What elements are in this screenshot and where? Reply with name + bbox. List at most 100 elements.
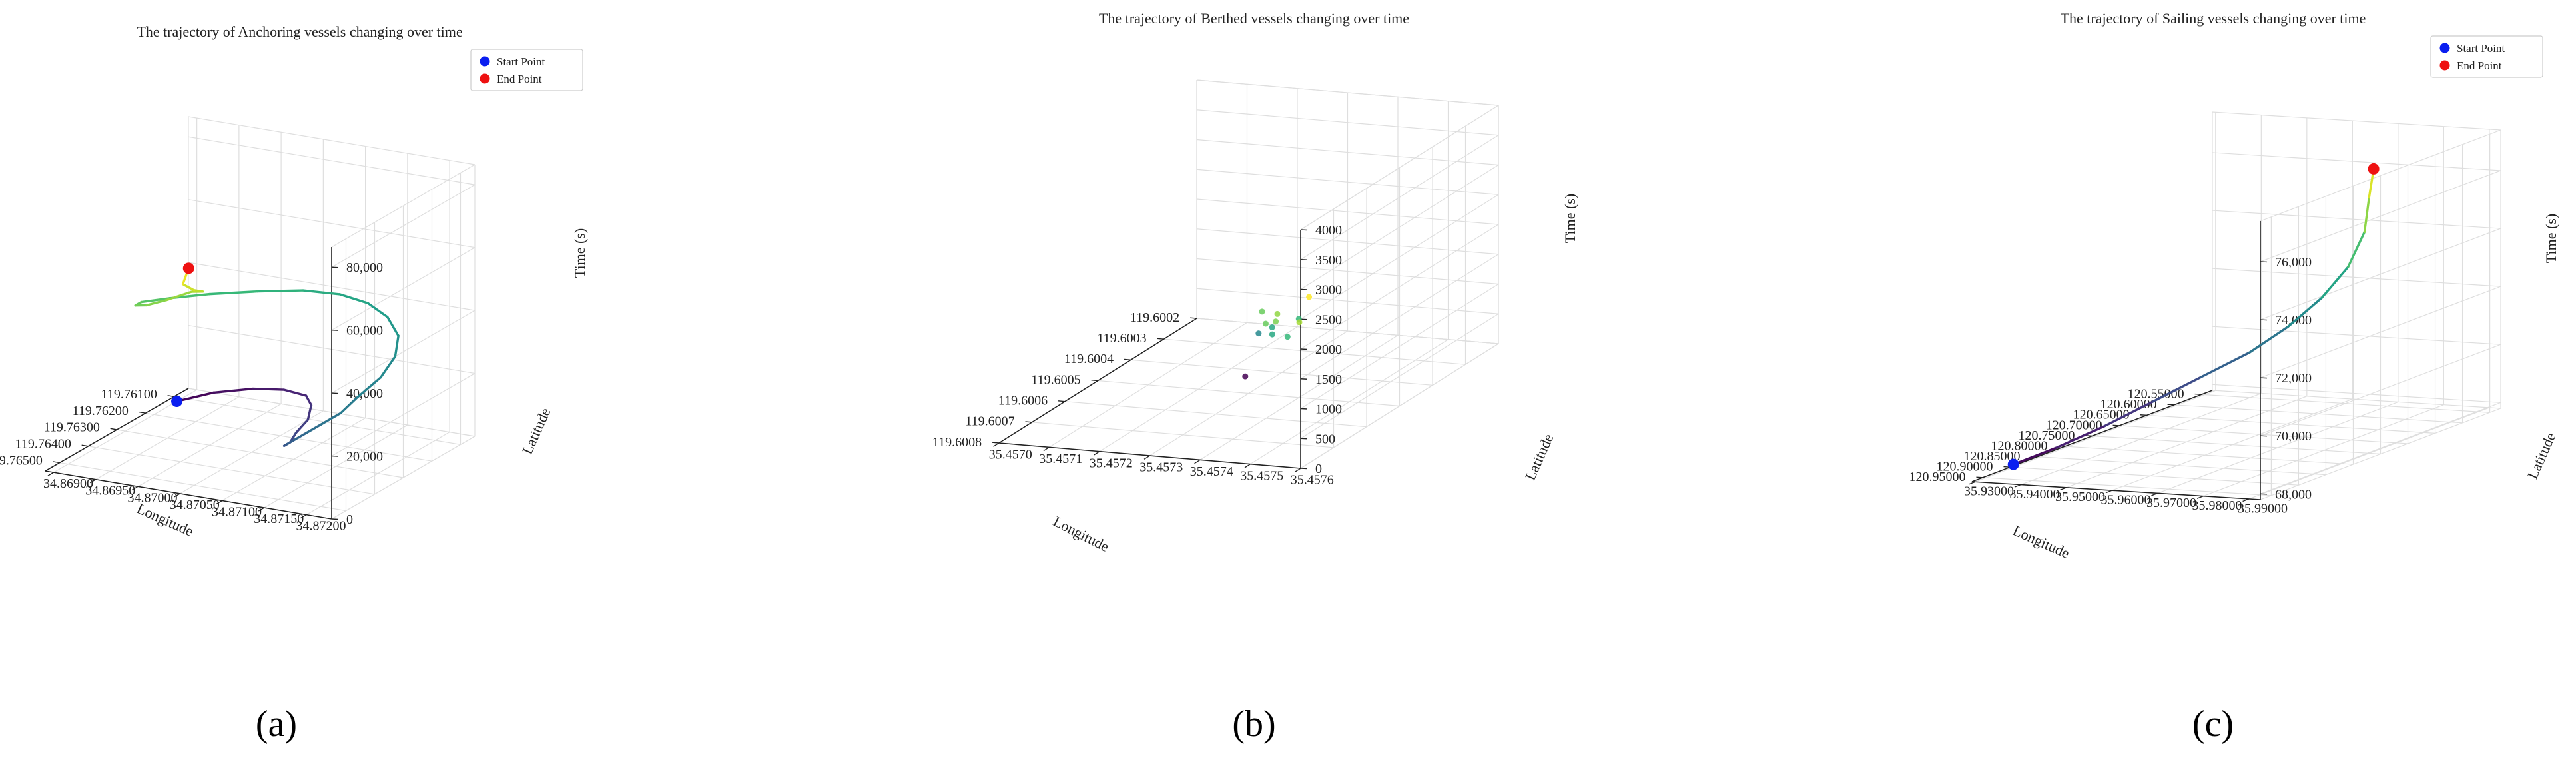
x-tick-label: 120.60000 [2100, 397, 2157, 412]
gridline [1300, 224, 1499, 350]
y-tick-label: 34.87100 [212, 504, 262, 519]
y-tick-mark [1143, 455, 1150, 460]
gridline [2212, 326, 2501, 345]
scatter-point [1255, 330, 1262, 337]
trajectory-segment [306, 404, 313, 421]
y-tick-mark [993, 442, 1000, 447]
y-tick-label: 34.86950 [85, 484, 135, 498]
gridline [2021, 393, 2262, 486]
gridline [1196, 198, 1499, 225]
z-tick-label: 0 [346, 512, 353, 527]
y-tick-label: 35.4571 [1039, 452, 1082, 466]
x-axis-label-berthed: Longitude [1050, 513, 1112, 555]
x-tick-label: 119.76500 [0, 453, 43, 468]
gridline [331, 184, 476, 268]
y-tick-label: 35.4576 [1291, 473, 1334, 488]
y-tick-mark [258, 507, 265, 512]
x-tick-label: 119.6004 [1064, 352, 1114, 366]
legend-box [2430, 35, 2543, 78]
y-tick-mark [2151, 492, 2158, 496]
trajectory-segment [192, 289, 204, 293]
trajectory-segment [140, 297, 171, 304]
x-tick-mark [2140, 414, 2147, 416]
legend-end-label: End Point [497, 73, 542, 85]
scatter-point [1259, 308, 1265, 315]
x-tick-mark [1124, 358, 1131, 361]
z-tick-label: 0 [1315, 462, 1322, 476]
x-tick-label: 119.76400 [15, 437, 71, 452]
x-tick-mark [2167, 404, 2174, 406]
pane-edge [331, 436, 476, 520]
y-tick-label: 34.87050 [170, 498, 220, 512]
x-tick-label: 120.80000 [1991, 438, 2048, 453]
y-tick-label: 35.99000 [2238, 501, 2288, 516]
start-point-marker [171, 395, 183, 407]
trajectory-segment [2103, 400, 2154, 428]
z-tick-mark [331, 392, 339, 394]
panel-berthed: The trajectory of Berthed vessels changi… [932, 10, 1578, 745]
scatter-point [1296, 319, 1303, 326]
pane-edge [2260, 129, 2501, 222]
z-tick-label: 70,000 [2275, 429, 2312, 444]
trajectory-segment [394, 334, 400, 358]
x-tick-mark [1091, 379, 1098, 382]
z-tick-label: 1000 [1315, 402, 1342, 417]
y-tick-mark [47, 472, 54, 476]
x-tick-mark [167, 395, 174, 398]
x-tick-label: 119.6006 [998, 393, 1048, 408]
gridline [95, 396, 240, 480]
gridline [331, 373, 476, 457]
gridline [188, 199, 476, 248]
pane-edge [1196, 79, 1499, 106]
z-tick-label: 74,000 [2275, 313, 2312, 328]
trajectory-segment [2200, 351, 2251, 378]
legend-start-marker [480, 56, 490, 67]
z-tick-label: 4000 [1315, 223, 1342, 238]
gridline [2212, 152, 2501, 171]
z-tick-label: 3000 [1315, 283, 1342, 298]
x-tick-mark [1976, 476, 1983, 478]
y-tick-mark [1295, 468, 1301, 472]
legend-end-marker [480, 73, 490, 84]
y-tick-label: 35.4570 [989, 448, 1032, 462]
trajectory-segment [2248, 325, 2290, 354]
scatter-point [1284, 334, 1291, 340]
gridline [117, 429, 404, 478]
trajectory-segment [175, 391, 215, 403]
trajectory-segment [2152, 376, 2203, 403]
z-tick-label: 76,000 [2275, 255, 2312, 270]
trajectory-segment [379, 355, 397, 379]
gridline [1300, 135, 1499, 260]
chart-title-sailing: The trajectory of Sailing vessels changi… [2061, 10, 2366, 27]
x-tick-mark [139, 411, 146, 414]
scatter-point [1273, 318, 1279, 325]
scatter-point [1269, 324, 1275, 330]
gridline [88, 446, 375, 495]
x-tick-mark [53, 461, 60, 464]
trajectory-segment [338, 293, 370, 304]
x-tick-label: 120.90000 [1936, 460, 1993, 474]
z-tick-mark [1300, 348, 1308, 350]
x-tick-label: 119.6002 [1130, 310, 1179, 325]
legend-start-label: Start Point [497, 55, 545, 68]
z-axis-label-berthed: Time (s) [1562, 194, 1578, 243]
z-tick-label: 20,000 [346, 450, 383, 464]
x-axis-label-sailing: Longitude [2011, 522, 2073, 562]
pane-edge [188, 116, 476, 165]
panel-label-c: (c) [2192, 703, 2234, 745]
gridline [1300, 164, 1499, 290]
pane-edge [2260, 408, 2501, 500]
gridline [306, 432, 450, 516]
z-tick-mark [1300, 468, 1308, 470]
gridline [1300, 313, 1499, 439]
trajectory-segment [208, 290, 259, 296]
gridline [222, 417, 366, 501]
trajectory-segment [2055, 424, 2106, 449]
z-tick-label: 2000 [1315, 342, 1342, 357]
x-tick-label: 120.65000 [2073, 408, 2130, 422]
gridline [1196, 228, 1499, 255]
gridline [2212, 268, 2501, 287]
trajectory-segment [164, 290, 193, 302]
y-tick-label: 34.87150 [254, 512, 304, 526]
